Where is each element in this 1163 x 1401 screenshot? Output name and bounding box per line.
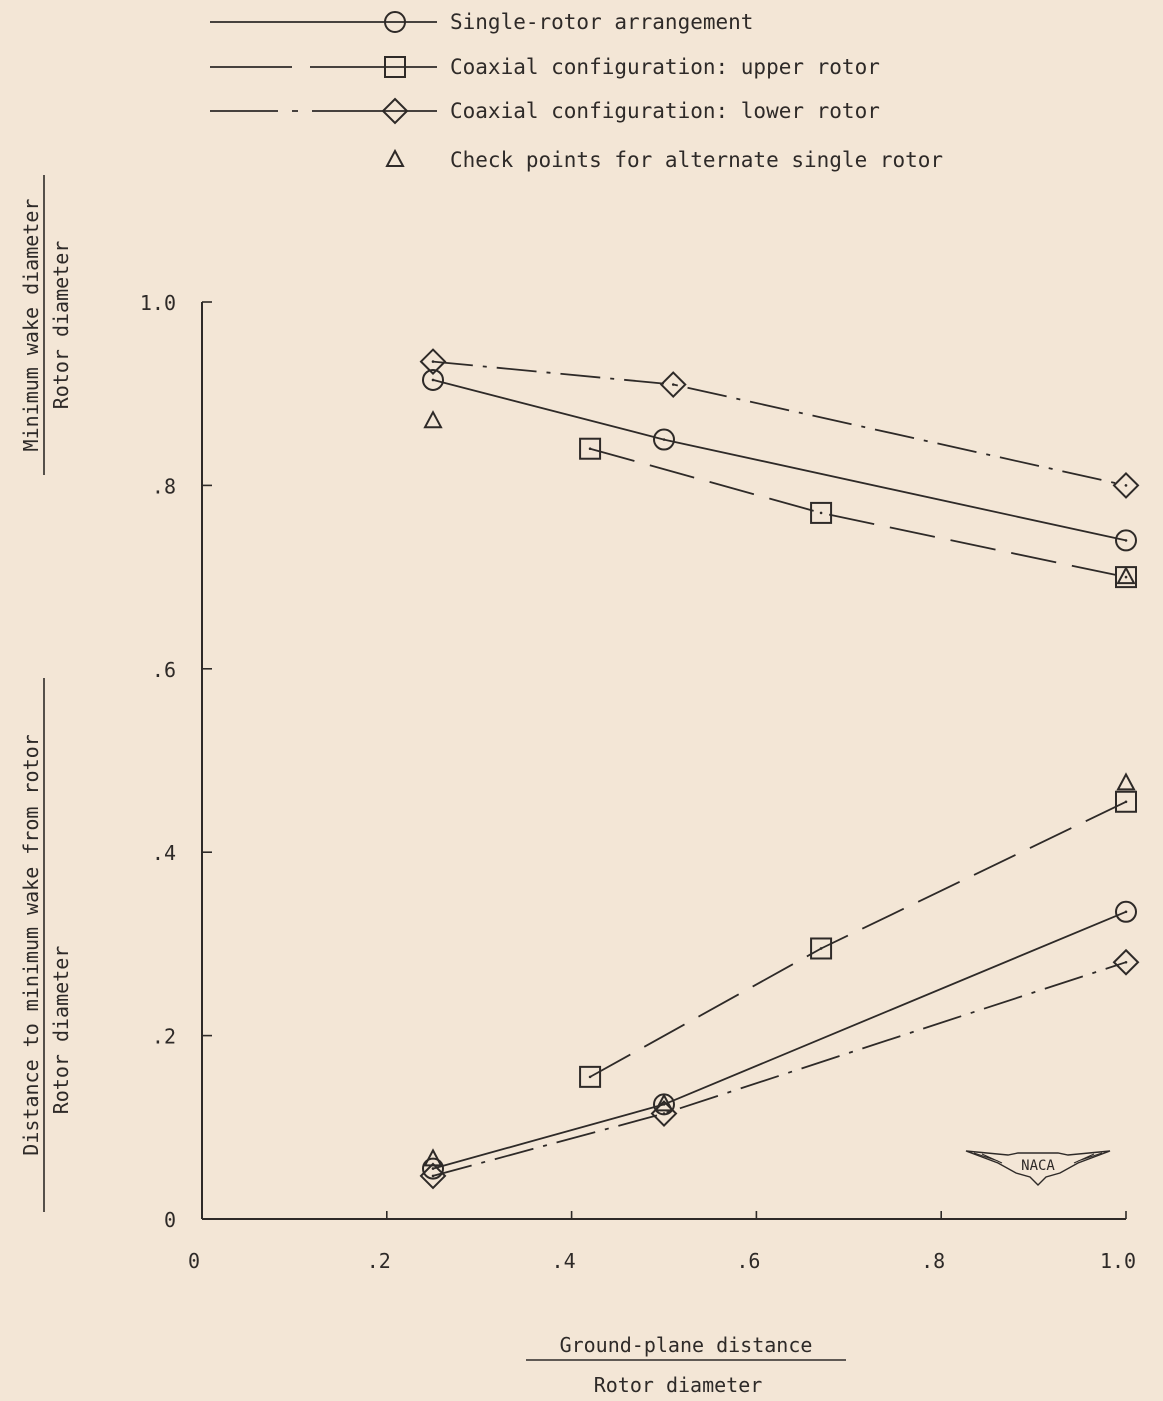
x-tick-label-4: .8 (921, 1249, 945, 1273)
legend: Single-rotor arrangement Coaxial configur… (210, 10, 943, 172)
series-1-point-0 (579, 437, 602, 460)
y-tick-label-5: 1.0 (140, 291, 176, 315)
x-tick-label-2: .4 (552, 1249, 576, 1273)
series-0-point-0-center-dot (431, 378, 435, 382)
legend-item-1: Coaxial configuration: upper rotor (210, 55, 880, 79)
series-0-point-0 (422, 368, 444, 391)
series-1-point-1 (810, 501, 833, 524)
series-2-point-2 (1112, 471, 1140, 499)
legend-marker-2 (381, 97, 409, 125)
series-5-point-2 (1115, 790, 1137, 813)
series-6-line (432, 961, 1127, 1177)
series-6-point-1-center-dot (662, 1112, 666, 1115)
legend-label-2: Coaxial configuration: lower rotor (450, 99, 880, 123)
y-axis-title-lower: Distance to minimum wake from rotor Roto… (19, 678, 73, 1212)
y-tick-label-1: .2 (152, 1025, 176, 1049)
naca-logo: NACA (965, 1150, 1111, 1186)
series-5-point-0 (579, 1065, 602, 1088)
series-4-point-0-center-dot (431, 1167, 435, 1170)
legend-label-1: Coaxial configuration: upper rotor (450, 55, 880, 79)
y-tick-label-4: .8 (152, 474, 176, 498)
series-6-point-2 (1112, 948, 1140, 976)
y-axis-title-upper-numerator: Minimum wake diameter (19, 199, 43, 452)
series-0-point-1-center-dot (662, 438, 666, 441)
x-axis-title-denominator: Rotor diameter (594, 1373, 763, 1397)
x-axis-title: Ground-plane distance Rotor diameter (526, 1333, 846, 1397)
series-2-point-0-center-dot (431, 360, 435, 363)
series-7-point-0 (423, 1148, 443, 1167)
series-6-diamond (419, 948, 1140, 1190)
series-2-diamond (419, 348, 1140, 499)
series-0-point-2 (1115, 529, 1137, 552)
series-1-line (589, 447, 1127, 578)
series-4-line (432, 910, 1127, 1170)
naca-logo-text: NACA (1021, 1158, 1055, 1174)
series-4-circle (422, 900, 1137, 1180)
series-2-point-2-center-dot (1124, 484, 1128, 487)
legend-item-3: Check points for alternate single rotor (385, 148, 943, 172)
y-tick-label-3: .6 (152, 658, 176, 682)
y-axis-title-upper-denominator: Rotor diameter (49, 241, 73, 410)
series-5-point-2-center-dot (1124, 800, 1128, 804)
series-3-point-1 (1116, 565, 1136, 585)
legend-item-2: Coaxial configuration: lower rotor (210, 97, 880, 125)
series-4-point-2-center-dot (1124, 910, 1128, 914)
x-axis-title-numerator: Ground-plane distance (560, 1333, 813, 1357)
x-tick-label-3: .6 (736, 1249, 760, 1273)
series-7-point-1 (654, 1093, 674, 1112)
series-2-point-1-center-dot (671, 383, 675, 386)
y-axis-title-upper: Minimum wake diameter Rotor diameter (19, 175, 73, 475)
series-2-point-0 (419, 348, 447, 376)
series-6-point-0-center-dot (431, 1174, 435, 1178)
y-axis-title-lower-numerator: Distance to minimum wake from rotor (19, 734, 43, 1155)
naca-logo-wings (965, 1150, 1111, 1186)
series-5-point-0-center-dot (588, 1075, 592, 1079)
series-3-point-0 (423, 410, 443, 429)
series-1-point-1-center-dot (819, 511, 823, 515)
x-tick-label-1: .2 (367, 1249, 391, 1273)
series-1-square (579, 437, 1137, 589)
plot-area (419, 348, 1140, 1190)
series-7-triangle (423, 772, 1136, 1167)
series-6-point-2-center-dot (1124, 960, 1128, 964)
series-0-point-1 (653, 428, 675, 451)
series-4-point-0 (422, 1157, 444, 1180)
series-3-triangle (423, 410, 1136, 585)
series-2-point-1 (659, 371, 687, 398)
series-5-point-1 (810, 937, 833, 960)
series-5-line (589, 800, 1127, 1078)
naca-logo-feathers (973, 1152, 1103, 1164)
series-4-point-1-center-dot (662, 1103, 666, 1106)
legend-label-0: Single-rotor arrangement (450, 10, 753, 34)
legend-item-0: Single-rotor arrangement (210, 10, 753, 34)
axes: 0 .2 .4 .6 .8 1.0 0 .2 .4 .6 .8 1.0 (140, 291, 1136, 1273)
series-1-point-2-center-dot (1124, 575, 1128, 579)
series-5-point-1-center-dot (819, 947, 823, 950)
legend-marker-1 (384, 56, 406, 78)
legend-marker-0 (384, 11, 406, 33)
x-tick-label-0: 0 (188, 1249, 200, 1273)
series-1-point-0-center-dot (588, 447, 592, 451)
series-6-point-0 (419, 1162, 447, 1190)
series-7-point-2 (1116, 772, 1136, 791)
y-tick-label-2: .4 (152, 841, 176, 865)
series-5-square (579, 790, 1137, 1088)
series-4-point-2 (1115, 900, 1137, 923)
series-0-line (432, 379, 1127, 542)
series-2-line (432, 360, 1127, 487)
x-tick-label-5: 1.0 (1100, 1249, 1136, 1273)
legend-marker-3 (385, 148, 405, 167)
y-tick-label-0: 0 (164, 1208, 176, 1232)
series-0-circle (422, 368, 1137, 552)
legend-label-3: Check points for alternate single rotor (450, 148, 943, 172)
series-0-point-2-center-dot (1124, 539, 1128, 542)
y-axis-title-lower-denominator: Rotor diameter (49, 946, 73, 1115)
